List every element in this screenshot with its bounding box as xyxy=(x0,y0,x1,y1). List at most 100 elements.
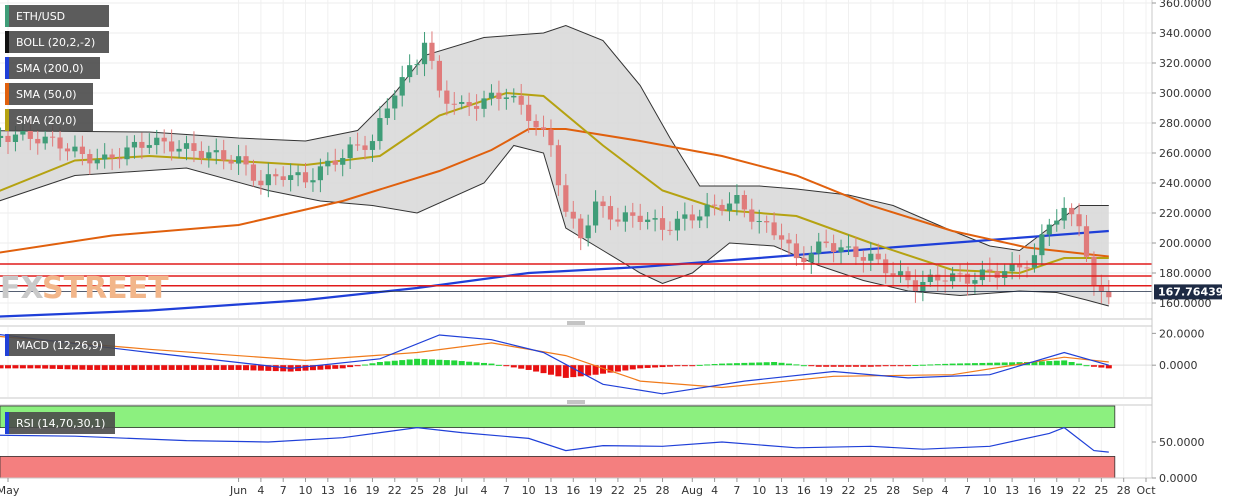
candle-body xyxy=(845,246,852,248)
candle-body xyxy=(600,201,606,207)
macd-histogram-bar xyxy=(1076,363,1083,366)
macd-histogram-bar xyxy=(481,362,488,366)
macd-histogram-bar xyxy=(711,364,718,366)
candle-body xyxy=(712,204,718,206)
candle-body xyxy=(191,143,197,151)
price-tick-label: 180.0000 xyxy=(1159,267,1212,280)
macd-histogram-bar xyxy=(904,365,911,367)
price-tick-label: 220.0000 xyxy=(1159,207,1212,220)
legend-swatch xyxy=(5,83,9,105)
legend-swatch xyxy=(5,109,9,131)
candle-body xyxy=(659,218,666,230)
macd-histogram-bar xyxy=(838,365,845,367)
time-tick-label: 4 xyxy=(942,484,949,497)
candle-body xyxy=(183,143,190,149)
macd-histogram-bar xyxy=(71,365,78,370)
macd-pane xyxy=(0,327,1152,397)
macd-histogram-bar xyxy=(183,365,190,370)
time-tick-label: Sep xyxy=(912,484,933,497)
candle-body xyxy=(258,180,264,186)
candles xyxy=(0,31,1112,305)
candle-body xyxy=(950,273,956,282)
candle-body xyxy=(637,215,643,222)
macd-histogram-bar xyxy=(131,365,138,370)
candle-body xyxy=(741,195,747,210)
legend-symbol[interactable]: ETH/USD xyxy=(5,5,109,27)
candle-body xyxy=(883,259,889,274)
candle-body xyxy=(325,160,331,167)
price-tick-label: 280.0000 xyxy=(1159,117,1212,130)
legend-macd[interactable]: MACD (12,26,9) xyxy=(5,334,115,356)
candle-body xyxy=(436,60,442,91)
legend: ETH/USD BOLL (20,2,-2) SMA (200,0) SMA (50,… xyxy=(5,5,115,434)
watermark-fx: FX xyxy=(0,271,44,306)
macd-histogram-bar xyxy=(235,365,242,370)
candle-body xyxy=(35,138,41,144)
macd-histogram-bar xyxy=(64,365,71,370)
time-tick-label: 13 xyxy=(321,484,335,497)
bollinger-band xyxy=(0,24,1109,307)
macd-histogram-bar xyxy=(146,365,153,370)
macd-histogram-bar xyxy=(733,363,740,366)
legend-boll[interactable]: BOLL (20,2,-2) xyxy=(5,31,109,53)
macd-histogram-bar xyxy=(124,365,131,370)
macd-histogram-bar xyxy=(815,365,822,367)
candle-body xyxy=(793,243,800,259)
candle-body xyxy=(109,154,115,159)
macd-histogram-bar xyxy=(451,360,458,366)
macd-histogram-bar xyxy=(919,364,926,366)
candle-body xyxy=(198,150,204,159)
time-tick-label: 19 xyxy=(819,484,833,497)
macd-histogram-bar xyxy=(890,365,897,367)
macd-histogram-bar xyxy=(778,362,785,366)
macd-histogram-bar xyxy=(949,363,956,366)
candle-body xyxy=(451,103,457,105)
legend-swatch xyxy=(5,412,9,434)
candle-body xyxy=(466,102,472,107)
candle-body xyxy=(786,239,792,244)
time-tick-label: 28 xyxy=(886,484,900,497)
legend-sma-200[interactable]: SMA (200,0) xyxy=(5,57,100,79)
macd-histogram-bar xyxy=(421,359,428,366)
candle-body xyxy=(994,271,1000,278)
candle-body xyxy=(1083,226,1090,257)
price-tick-label: 260.0000 xyxy=(1159,147,1212,160)
macd-histogram-bar xyxy=(882,365,889,367)
macd-histogram-bar xyxy=(86,365,93,370)
price-tick-label: 300.0000 xyxy=(1159,87,1212,100)
macd-histogram-bar xyxy=(27,365,34,369)
legend-sma-50[interactable]: SMA (50,0) xyxy=(5,83,93,105)
rsi-overbought-zone xyxy=(0,405,1116,429)
candle-body xyxy=(169,141,175,152)
macd-histogram-bar xyxy=(666,365,673,367)
macd-histogram-bar xyxy=(704,364,711,366)
legend-label: SMA (50,0) xyxy=(16,88,77,101)
legend-swatch xyxy=(5,5,9,27)
candle-body xyxy=(979,269,985,281)
macd-histogram-bar xyxy=(243,365,250,371)
candle-body xyxy=(265,174,271,186)
legend-sma-20[interactable]: SMA (20,0) xyxy=(5,109,93,131)
macd-histogram-bar xyxy=(332,365,339,369)
pane-resize-handle[interactable] xyxy=(567,400,585,404)
macd-histogram-bar xyxy=(1031,361,1038,366)
macd-histogram-bar xyxy=(800,365,807,367)
candle-body xyxy=(548,129,554,146)
candle-body xyxy=(540,127,547,130)
time-tick-label: 22 xyxy=(388,484,402,497)
time-tick-label: 19 xyxy=(365,484,379,497)
pane-resize-handle[interactable] xyxy=(567,321,585,325)
candle-body xyxy=(131,141,138,148)
candle-body xyxy=(1069,207,1075,215)
candle-body xyxy=(116,158,123,160)
macd-histogram-bar xyxy=(436,359,443,366)
time-tick-label: 13 xyxy=(775,484,789,497)
legend-box xyxy=(5,57,100,79)
legend-rsi[interactable]: RSI (14,70,30,1) xyxy=(5,412,115,434)
candle-body xyxy=(503,97,509,99)
macd-histogram-bar xyxy=(540,365,547,374)
candle-body xyxy=(362,145,368,150)
macd-histogram-bar xyxy=(942,363,949,366)
candle-body xyxy=(1106,291,1112,298)
time-tick-label: 25 xyxy=(864,484,878,497)
